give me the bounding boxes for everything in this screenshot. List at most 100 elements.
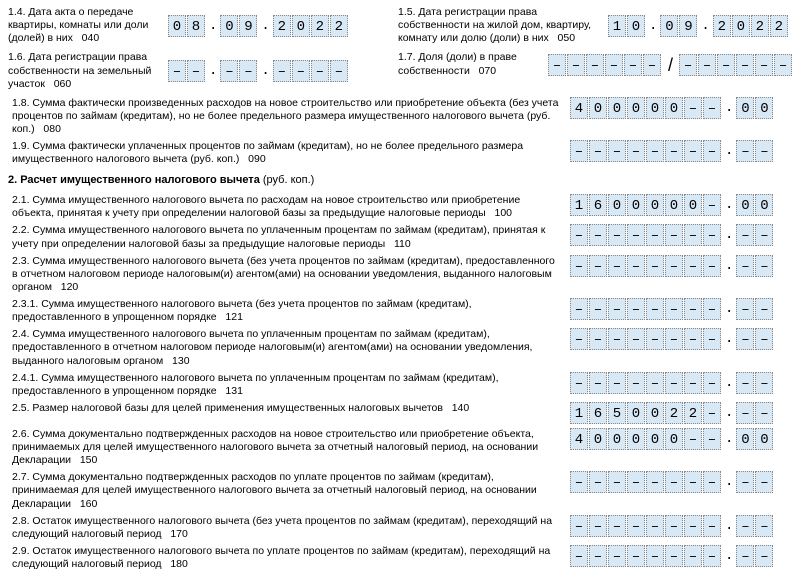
- cell[interactable]: –: [608, 328, 626, 350]
- cell[interactable]: –: [608, 471, 626, 493]
- cell[interactable]: –: [684, 428, 702, 450]
- cell[interactable]: 0: [589, 428, 607, 450]
- cell[interactable]: –: [570, 545, 588, 567]
- cell[interactable]: –: [608, 372, 626, 394]
- cell[interactable]: 1: [608, 15, 626, 37]
- cell[interactable]: –: [220, 60, 238, 82]
- cell[interactable]: 0: [292, 15, 310, 37]
- cell[interactable]: 0: [627, 194, 645, 216]
- cell[interactable]: –: [643, 54, 661, 76]
- cell[interactable]: 0: [684, 194, 702, 216]
- cell[interactable]: –: [646, 372, 664, 394]
- cell[interactable]: 2: [330, 15, 348, 37]
- cell[interactable]: 2: [311, 15, 329, 37]
- cell[interactable]: 0: [736, 97, 754, 119]
- cell[interactable]: –: [627, 328, 645, 350]
- cell[interactable]: –: [608, 515, 626, 537]
- cell[interactable]: 1: [570, 402, 588, 424]
- cell[interactable]: –: [665, 372, 683, 394]
- cell[interactable]: –: [589, 298, 607, 320]
- cell[interactable]: –: [703, 224, 721, 246]
- cell[interactable]: 2: [751, 15, 769, 37]
- cell[interactable]: 0: [736, 194, 754, 216]
- cell[interactable]: –: [570, 471, 588, 493]
- cell[interactable]: –: [570, 298, 588, 320]
- cell[interactable]: –: [589, 140, 607, 162]
- cell[interactable]: 2: [770, 15, 788, 37]
- cell[interactable]: –: [698, 54, 716, 76]
- cell[interactable]: –: [684, 298, 702, 320]
- cell[interactable]: –: [703, 140, 721, 162]
- cell[interactable]: 2: [273, 15, 291, 37]
- cell[interactable]: –: [755, 298, 773, 320]
- cell[interactable]: 2: [684, 402, 702, 424]
- cell[interactable]: –: [627, 255, 645, 277]
- cell[interactable]: 4: [570, 97, 588, 119]
- cell[interactable]: 0: [627, 97, 645, 119]
- cell[interactable]: –: [736, 140, 754, 162]
- cell[interactable]: –: [330, 60, 348, 82]
- cell[interactable]: –: [755, 545, 773, 567]
- cell[interactable]: –: [646, 471, 664, 493]
- cell[interactable]: –: [684, 328, 702, 350]
- cell[interactable]: 0: [608, 194, 626, 216]
- cell[interactable]: –: [627, 298, 645, 320]
- cell[interactable]: 2: [713, 15, 731, 37]
- cell[interactable]: –: [605, 54, 623, 76]
- cell[interactable]: –: [627, 471, 645, 493]
- cell[interactable]: –: [665, 298, 683, 320]
- cell[interactable]: –: [239, 60, 257, 82]
- cell[interactable]: 0: [627, 428, 645, 450]
- cell[interactable]: –: [589, 372, 607, 394]
- cell[interactable]: –: [311, 60, 329, 82]
- cell[interactable]: –: [755, 140, 773, 162]
- cell[interactable]: –: [684, 545, 702, 567]
- cell[interactable]: 0: [755, 194, 773, 216]
- cell[interactable]: 0: [608, 428, 626, 450]
- cell[interactable]: –: [736, 328, 754, 350]
- cell[interactable]: –: [608, 140, 626, 162]
- cell[interactable]: 0: [660, 15, 678, 37]
- cell[interactable]: –: [273, 60, 291, 82]
- cell[interactable]: –: [548, 54, 566, 76]
- cell[interactable]: –: [646, 545, 664, 567]
- cell[interactable]: –: [736, 372, 754, 394]
- cell[interactable]: –: [589, 328, 607, 350]
- cell[interactable]: –: [736, 402, 754, 424]
- cell[interactable]: –: [736, 545, 754, 567]
- cell[interactable]: 0: [755, 428, 773, 450]
- cell[interactable]: –: [570, 372, 588, 394]
- cell[interactable]: –: [703, 545, 721, 567]
- cell[interactable]: –: [665, 515, 683, 537]
- cell[interactable]: –: [703, 402, 721, 424]
- cell[interactable]: –: [608, 224, 626, 246]
- cell[interactable]: –: [586, 54, 604, 76]
- cell[interactable]: 0: [755, 97, 773, 119]
- cell[interactable]: 0: [608, 97, 626, 119]
- cell[interactable]: –: [627, 224, 645, 246]
- cell[interactable]: –: [570, 224, 588, 246]
- cell[interactable]: 2: [665, 402, 683, 424]
- cell[interactable]: –: [684, 255, 702, 277]
- cell[interactable]: –: [646, 255, 664, 277]
- cell[interactable]: –: [646, 140, 664, 162]
- cell[interactable]: 0: [646, 428, 664, 450]
- cell[interactable]: –: [665, 255, 683, 277]
- cell[interactable]: –: [684, 140, 702, 162]
- cell[interactable]: –: [665, 471, 683, 493]
- cell[interactable]: –: [570, 140, 588, 162]
- cell[interactable]: 0: [627, 15, 645, 37]
- cell[interactable]: 0: [736, 428, 754, 450]
- cell[interactable]: –: [646, 328, 664, 350]
- cell[interactable]: –: [717, 54, 735, 76]
- cell[interactable]: –: [703, 515, 721, 537]
- cell[interactable]: –: [703, 372, 721, 394]
- cell[interactable]: –: [755, 224, 773, 246]
- cell[interactable]: –: [168, 60, 186, 82]
- cell[interactable]: 0: [665, 97, 683, 119]
- cell[interactable]: –: [627, 372, 645, 394]
- cell[interactable]: 0: [627, 402, 645, 424]
- cell[interactable]: –: [684, 224, 702, 246]
- cell[interactable]: –: [608, 545, 626, 567]
- cell[interactable]: 0: [665, 428, 683, 450]
